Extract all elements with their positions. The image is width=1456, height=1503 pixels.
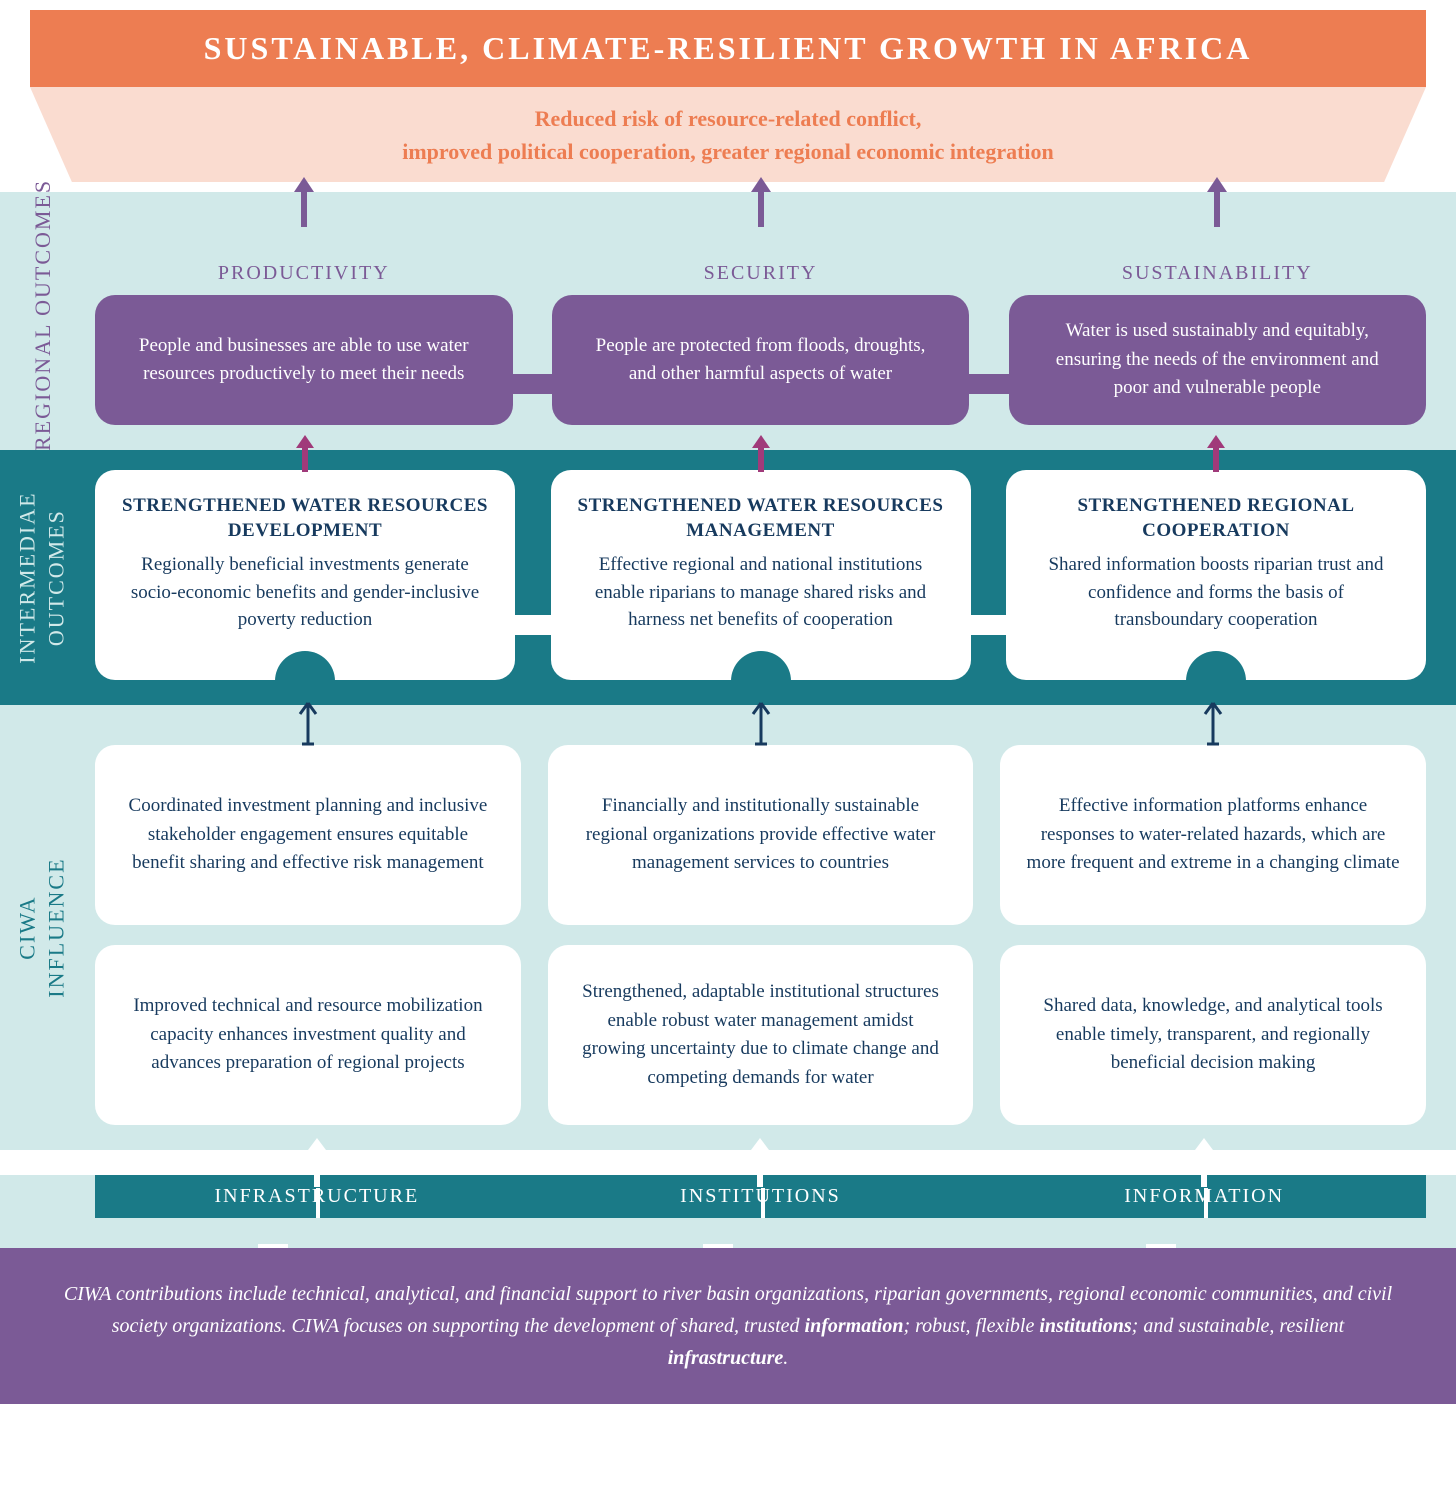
t-connector-icon — [761, 1188, 765, 1218]
arrow-up-icon — [1191, 1135, 1217, 1195]
arrow-up-icon — [292, 432, 318, 479]
card-title: STRENGTHENED WATER RESOURCES DEVELOPMENT — [121, 494, 489, 543]
card-body: Shared information boosts riparian trust… — [1032, 551, 1400, 634]
influence-card: Financially and institutionally sustaina… — [548, 745, 974, 925]
influence-grid: Coordinated investment planning and incl… — [95, 745, 1426, 1125]
card-connector — [971, 615, 1007, 635]
pill-sustainability: SUSTAINABILITY Water is used sustainably… — [1009, 212, 1427, 425]
influence-card: Coordinated investment planning and incl… — [95, 745, 521, 925]
arrow-up-icon — [296, 700, 320, 753]
arrow-up-icon — [304, 1135, 330, 1195]
pill-security: SECURITY People are protected from flood… — [552, 212, 970, 425]
pill-productivity: PRODUCTIVITY People and businesses are a… — [95, 212, 513, 425]
pill-connector — [969, 374, 1008, 394]
card-body: Effective regional and national institut… — [577, 551, 945, 634]
regional-pill-row: PRODUCTIVITY People and businesses are a… — [95, 212, 1426, 425]
regional-outcomes-section: REGIONAL OUTCOMES PRODUCTIVITY People an… — [0, 192, 1456, 450]
pill-connector — [513, 374, 552, 394]
influence-col-information: Effective information platforms enhance … — [1000, 745, 1426, 1125]
arrow-up-icon — [746, 172, 776, 232]
influence-card: Improved technical and resource mobiliza… — [95, 945, 521, 1125]
arrow-up-icon — [1201, 700, 1225, 753]
intermediate-outcomes-section: INTERMEDIAEOUTCOMES STRENGTHENED WATER R… — [0, 450, 1456, 705]
influence-card: Shared data, knowledge, and analytical t… — [1000, 945, 1426, 1125]
header-title-bar: SUSTAINABLE, CLIMATE-RESILIENT GROWTH IN… — [30, 10, 1426, 87]
card-title: STRENGTHENED WATER RESOURCES MANAGEMENT — [577, 494, 945, 543]
arrow-up-icon — [1202, 172, 1232, 232]
arrow-up-icon — [748, 432, 774, 479]
pill-body: Water is used sustainably and equitably,… — [1009, 295, 1427, 425]
ciwa-influence-section: CIWAINFLUENCE Coordinated investment pla… — [0, 705, 1456, 1150]
arrow-up-icon — [747, 1135, 773, 1195]
t-cap-icon — [258, 1244, 288, 1248]
intermediate-label: INTERMEDIAEOUTCOMES — [0, 450, 85, 705]
pill-body: People are protected from floods, drough… — [552, 295, 970, 425]
diagram-container: SUSTAINABLE, CLIMATE-RESILIENT GROWTH IN… — [0, 10, 1456, 1404]
pill-body: People and businesses are able to use wa… — [95, 295, 513, 425]
pill-title: SUSTAINABILITY — [1122, 262, 1313, 285]
arrow-up-icon — [1203, 432, 1229, 479]
t-connector-icon — [316, 1188, 320, 1218]
influence-card: Strengthened, adaptable institutional st… — [548, 945, 974, 1125]
t-cap-icon — [703, 1244, 733, 1248]
arrow-up-icon — [289, 172, 319, 232]
card-title: STRENGTHENED REGIONAL COOPERATION — [1032, 494, 1400, 543]
card-body: Regionally beneficial investments genera… — [121, 551, 489, 634]
header-trapezoid: Reduced risk of resource-related conflic… — [30, 87, 1426, 182]
intermediate-card-row: STRENGTHENED WATER RESOURCES DEVELOPMENT… — [95, 470, 1426, 680]
header-subtitle: Reduced risk of resource-related conflic… — [402, 102, 1054, 168]
influence-col-institutions: Financially and institutionally sustaina… — [548, 745, 974, 1125]
bottom-description-block: CIWA contributions include technical, an… — [0, 1248, 1456, 1404]
pill-title: PRODUCTIVITY — [218, 262, 390, 285]
header-title: SUSTAINABLE, CLIMATE-RESILIENT GROWTH IN… — [204, 30, 1253, 66]
influence-card: Effective information platforms enhance … — [1000, 745, 1426, 925]
regional-label: REGIONAL OUTCOMES — [0, 192, 85, 450]
bottom-text: CIWA contributions include technical, an… — [64, 1283, 1392, 1369]
pill-title: SECURITY — [704, 262, 818, 285]
card-cooperation: STRENGTHENED REGIONAL COOPERATION Shared… — [1006, 470, 1426, 680]
influence-label: CIWAINFLUENCE — [0, 705, 85, 1150]
arrow-up-icon — [749, 700, 773, 753]
t-cap-icon — [1146, 1244, 1176, 1248]
card-development: STRENGTHENED WATER RESOURCES DEVELOPMENT… — [95, 470, 515, 680]
card-management: STRENGTHENED WATER RESOURCES MANAGEMENT … — [551, 470, 971, 680]
influence-col-infrastructure: Coordinated investment planning and incl… — [95, 745, 521, 1125]
card-connector — [515, 615, 551, 635]
t-connector-icon — [1204, 1188, 1208, 1218]
